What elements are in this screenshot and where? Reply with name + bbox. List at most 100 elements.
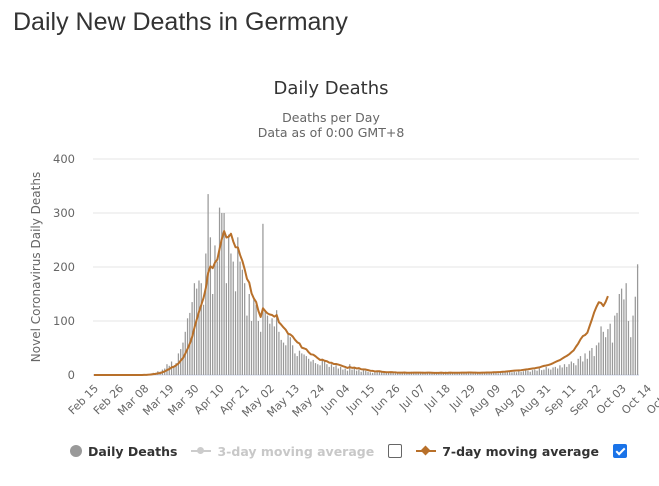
daily-deaths-bar[interactable] (543, 369, 545, 375)
legend-item-3day-ma[interactable]: 3-day moving average (191, 444, 374, 459)
daily-deaths-bar[interactable] (536, 370, 538, 375)
daily-deaths-bar[interactable] (264, 310, 266, 375)
daily-deaths-bar[interactable] (632, 315, 634, 375)
daily-deaths-bar[interactable] (342, 369, 344, 375)
daily-deaths-bar[interactable] (358, 369, 360, 375)
daily-deaths-bar[interactable] (456, 372, 458, 375)
daily-deaths-bar[interactable] (522, 371, 524, 375)
daily-deaths-bar[interactable] (465, 372, 467, 375)
daily-deaths-bar[interactable] (614, 315, 616, 375)
daily-deaths-bar[interactable] (319, 365, 321, 375)
ma3-checkbox[interactable] (388, 444, 403, 458)
daily-deaths-bar[interactable] (202, 304, 205, 375)
daily-deaths-bar[interactable] (173, 366, 175, 375)
daily-deaths-bar[interactable] (397, 372, 399, 375)
daily-deaths-bar[interactable] (627, 321, 630, 375)
daily-deaths-bar[interactable] (552, 367, 554, 375)
daily-deaths-bar[interactable] (630, 337, 632, 375)
daily-deaths-bar[interactable] (607, 329, 609, 375)
daily-deaths-bar[interactable] (588, 350, 591, 375)
daily-deaths-bar[interactable] (294, 353, 296, 375)
legend-item-7day-ma[interactable]: 7-day moving average (416, 444, 599, 459)
daily-deaths-bar[interactable] (438, 372, 440, 375)
daily-deaths-bar[interactable] (360, 371, 362, 375)
daily-deaths-bar[interactable] (584, 353, 586, 375)
daily-deaths-bar[interactable] (314, 363, 317, 375)
daily-deaths-bar[interactable] (477, 372, 479, 375)
daily-deaths-bar[interactable] (586, 358, 588, 375)
daily-deaths-bar[interactable] (387, 372, 390, 375)
daily-deaths-bar[interactable] (260, 331, 262, 375)
daily-deaths-bar[interactable] (431, 372, 433, 375)
daily-deaths-bar[interactable] (214, 245, 216, 375)
daily-deaths-bar[interactable] (239, 261, 241, 375)
daily-deaths-bar[interactable] (566, 366, 568, 375)
daily-deaths-bar[interactable] (305, 356, 307, 375)
daily-deaths-bar[interactable] (595, 345, 598, 375)
daily-deaths-bar[interactable] (223, 213, 225, 375)
daily-deaths-bar[interactable] (296, 356, 298, 375)
daily-deaths-bar[interactable] (321, 358, 323, 375)
daily-deaths-bar[interactable] (497, 373, 499, 375)
daily-deaths-bar[interactable] (333, 366, 335, 375)
daily-deaths-bar[interactable] (598, 342, 600, 375)
daily-deaths-bar[interactable] (276, 310, 278, 375)
daily-deaths-bar[interactable] (280, 339, 282, 375)
daily-deaths-bar[interactable] (454, 372, 456, 375)
daily-deaths-bar[interactable] (557, 368, 559, 375)
daily-deaths-bar[interactable] (317, 364, 319, 375)
daily-deaths-bar[interactable] (620, 288, 623, 375)
daily-deaths-bar[interactable] (429, 373, 431, 375)
daily-deaths-bar[interactable] (568, 364, 570, 375)
daily-deaths-bar[interactable] (415, 373, 417, 375)
daily-deaths-bar[interactable] (212, 294, 214, 375)
daily-deaths-bar[interactable] (346, 370, 349, 375)
daily-deaths-bar[interactable] (554, 366, 556, 375)
daily-deaths-bar[interactable] (394, 373, 397, 375)
daily-deaths-bar[interactable] (529, 371, 531, 375)
daily-deaths-bar[interactable] (573, 363, 575, 375)
daily-deaths-bar[interactable] (561, 367, 563, 375)
daily-deaths-bar[interactable] (278, 331, 280, 375)
daily-deaths-bar[interactable] (351, 369, 353, 375)
daily-deaths-bar[interactable] (481, 372, 483, 375)
daily-deaths-bar[interactable] (307, 358, 310, 375)
daily-deaths-bar[interactable] (525, 369, 527, 375)
daily-deaths-bar[interactable] (246, 315, 248, 375)
daily-deaths-bar[interactable] (604, 337, 607, 375)
daily-deaths-bar[interactable] (175, 363, 177, 375)
daily-deaths-bar[interactable] (575, 365, 577, 375)
daily-deaths-bar[interactable] (255, 304, 257, 375)
daily-deaths-bar[interactable] (518, 370, 520, 375)
daily-deaths-bar[interactable] (440, 373, 442, 375)
daily-deaths-bar[interactable] (287, 334, 289, 376)
ma7-checkbox[interactable] (612, 444, 627, 458)
daily-deaths-bar[interactable] (600, 326, 602, 375)
daily-deaths-bar[interactable] (504, 372, 506, 375)
daily-deaths-bar[interactable] (367, 371, 369, 375)
daily-deaths-bar[interactable] (326, 364, 328, 375)
daily-deaths-bar[interactable] (520, 371, 522, 375)
daily-deaths-bar[interactable] (618, 294, 620, 375)
daily-deaths-bar[interactable] (472, 372, 474, 375)
daily-deaths-bar[interactable] (527, 370, 529, 375)
daily-deaths-bar[interactable] (593, 356, 595, 375)
daily-deaths-bar[interactable] (339, 366, 342, 375)
daily-deaths-bar[interactable] (378, 371, 381, 375)
daily-deaths-bar[interactable] (273, 326, 275, 375)
daily-deaths-bar[interactable] (563, 364, 566, 375)
daily-deaths-bar[interactable] (353, 368, 355, 375)
daily-deaths-bar[interactable] (282, 342, 285, 375)
daily-deaths-bar[interactable] (474, 373, 477, 375)
daily-deaths-bar[interactable] (419, 372, 422, 375)
daily-deaths-bar[interactable] (511, 372, 513, 375)
daily-deaths-bar[interactable] (570, 361, 572, 376)
daily-deaths-bar[interactable] (355, 370, 358, 375)
daily-deaths-bar[interactable] (232, 261, 234, 375)
daily-deaths-bar[interactable] (579, 356, 582, 375)
daily-deaths-bar[interactable] (328, 366, 330, 375)
daily-deaths-bar[interactable] (616, 312, 618, 375)
daily-deaths-bar[interactable] (303, 354, 305, 375)
daily-deaths-bar[interactable] (545, 366, 547, 375)
daily-deaths-bar[interactable] (463, 372, 465, 375)
